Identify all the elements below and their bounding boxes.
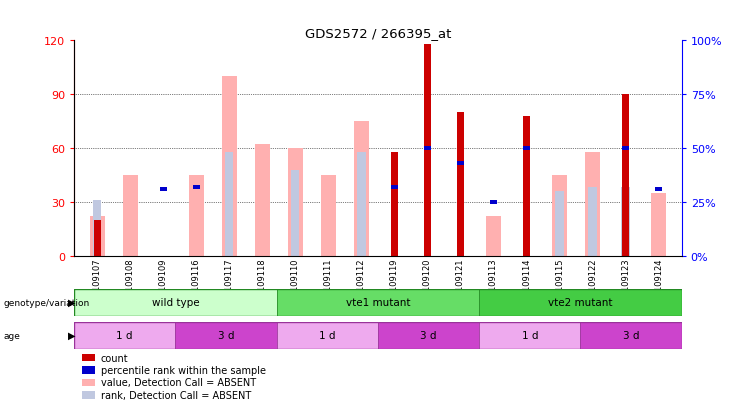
Bar: [391, 152, 398, 256]
Bar: [255, 145, 270, 256]
Bar: [391, 185, 398, 190]
Bar: [93, 220, 101, 256]
Title: GDS2572 / 266395_at: GDS2572 / 266395_at: [305, 27, 451, 40]
Bar: [479, 322, 580, 349]
Bar: [225, 153, 233, 256]
Text: ▶: ▶: [68, 297, 76, 307]
Text: genotype/variation: genotype/variation: [4, 298, 90, 307]
Bar: [90, 217, 104, 256]
Bar: [357, 153, 365, 256]
Bar: [651, 193, 666, 256]
Text: 1 d: 1 d: [522, 330, 538, 341]
Bar: [276, 289, 479, 316]
Bar: [523, 116, 530, 256]
Bar: [193, 185, 200, 190]
Bar: [457, 161, 464, 166]
Bar: [291, 170, 299, 256]
Bar: [159, 187, 167, 192]
Bar: [74, 289, 276, 316]
Bar: [123, 176, 138, 256]
Bar: [457, 113, 464, 256]
Bar: [622, 188, 630, 256]
Bar: [288, 149, 303, 256]
Text: 3 d: 3 d: [623, 330, 639, 341]
Bar: [622, 147, 629, 151]
Text: value, Detection Call = ABSENT: value, Detection Call = ABSENT: [101, 377, 256, 387]
Text: count: count: [101, 353, 128, 363]
Bar: [486, 217, 501, 256]
Bar: [321, 176, 336, 256]
Bar: [479, 289, 682, 316]
Text: 3 d: 3 d: [218, 330, 234, 341]
Bar: [655, 187, 662, 192]
Text: vte1 mutant: vte1 mutant: [345, 297, 411, 308]
Bar: [378, 322, 479, 349]
Text: 3 d: 3 d: [420, 330, 436, 341]
Text: rank, Detection Call = ABSENT: rank, Detection Call = ABSENT: [101, 390, 251, 400]
Bar: [222, 77, 236, 256]
Bar: [552, 176, 567, 256]
Bar: [424, 147, 431, 151]
Text: 1 d: 1 d: [319, 330, 336, 341]
Text: vte2 mutant: vte2 mutant: [548, 297, 613, 308]
Bar: [622, 95, 629, 256]
Bar: [93, 200, 102, 256]
Bar: [556, 192, 564, 256]
Bar: [276, 322, 378, 349]
Text: age: age: [4, 331, 21, 340]
Bar: [74, 322, 176, 349]
Text: 1 d: 1 d: [116, 330, 133, 341]
Bar: [580, 322, 682, 349]
Text: wild type: wild type: [152, 297, 199, 308]
Text: percentile rank within the sample: percentile rank within the sample: [101, 365, 266, 375]
Bar: [490, 200, 497, 204]
Text: ▶: ▶: [68, 330, 76, 340]
Bar: [588, 188, 597, 256]
Bar: [354, 122, 369, 256]
Bar: [424, 45, 431, 256]
Bar: [523, 147, 530, 151]
Bar: [585, 152, 600, 256]
Bar: [189, 176, 204, 256]
Bar: [176, 322, 276, 349]
